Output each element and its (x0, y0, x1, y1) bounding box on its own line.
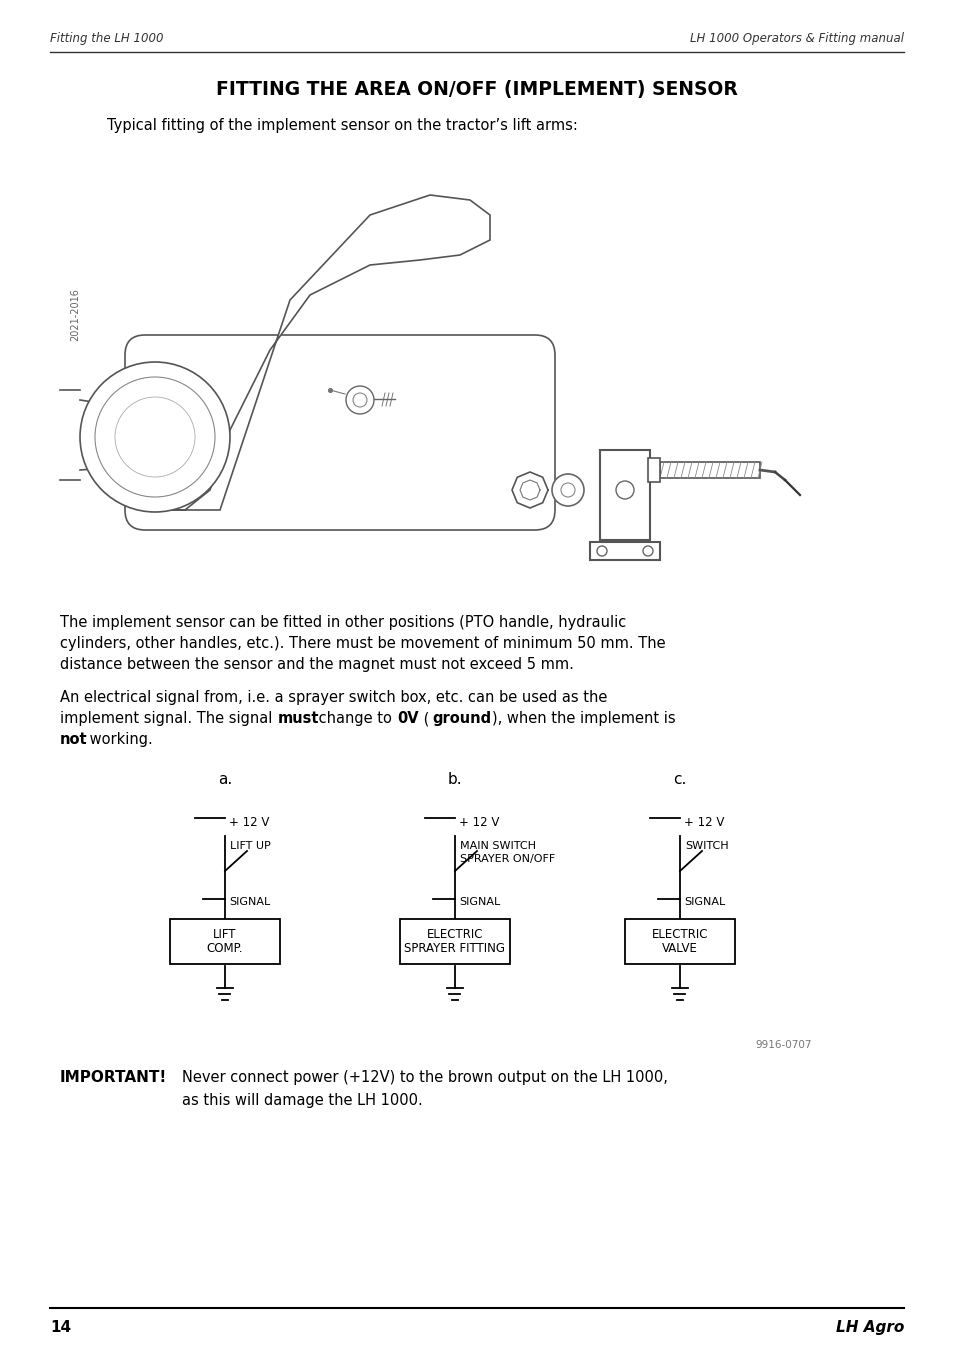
Circle shape (597, 546, 606, 557)
Circle shape (616, 481, 634, 499)
Text: IMPORTANT!: IMPORTANT! (60, 1070, 167, 1085)
Text: as this will damage the LH 1000.: as this will damage the LH 1000. (182, 1093, 422, 1108)
Bar (659, 462, 760, 478)
Circle shape (552, 474, 583, 507)
Text: Typical fitting of the implement sensor on the tractor’s lift arms:: Typical fitting of the implement sensor … (107, 118, 578, 132)
Text: + 12 V: + 12 V (229, 816, 269, 830)
Circle shape (642, 546, 652, 557)
Text: + 12 V: + 12 V (458, 816, 498, 830)
Text: + 12 V: + 12 V (683, 816, 723, 830)
Text: (: ( (418, 711, 429, 725)
Text: not: not (60, 732, 88, 747)
Circle shape (353, 393, 367, 407)
Text: FITTING THE AREA ON/OFF (IMPLEMENT) SENSOR: FITTING THE AREA ON/OFF (IMPLEMENT) SENS… (215, 80, 738, 99)
Circle shape (346, 386, 374, 413)
Bar (647, 458, 659, 482)
Text: LH 1000 Operators & Fitting manual: LH 1000 Operators & Fitting manual (689, 32, 903, 45)
Text: ELECTRIC: ELECTRIC (426, 928, 483, 942)
Text: cylinders, other handles, etc.). There must be movement of minimum 50 mm. The: cylinders, other handles, etc.). There m… (60, 636, 665, 651)
Text: SIGNAL: SIGNAL (229, 897, 270, 907)
Bar (599, 450, 649, 540)
Text: ELECTRIC: ELECTRIC (651, 928, 707, 942)
Text: 14: 14 (50, 1320, 71, 1335)
Circle shape (115, 397, 194, 477)
Circle shape (95, 377, 214, 497)
Text: SPRAYER FITTING: SPRAYER FITTING (404, 943, 505, 955)
Text: LIFT UP: LIFT UP (230, 842, 271, 851)
Text: Never connect power (+12V) to the brown output on the LH 1000,: Never connect power (+12V) to the brown … (182, 1070, 667, 1085)
Text: SWITCH: SWITCH (684, 842, 728, 851)
Bar (170, 919, 280, 965)
Text: ), when the implement is: ), when the implement is (492, 711, 675, 725)
Text: 0V: 0V (396, 711, 418, 725)
Text: 2021-2016: 2021-2016 (70, 289, 80, 342)
Text: b.: b. (447, 771, 462, 788)
Text: LIFT: LIFT (213, 928, 236, 942)
Bar (399, 919, 510, 965)
Text: VALVE: VALVE (661, 943, 698, 955)
Text: An electrical signal from, i.e. a sprayer switch box, etc. can be used as the: An electrical signal from, i.e. a spraye… (60, 690, 607, 705)
Text: LH Agro: LH Agro (835, 1320, 903, 1335)
Text: SIGNAL: SIGNAL (458, 897, 499, 907)
Bar (589, 542, 659, 561)
Text: implement signal. The signal: implement signal. The signal (60, 711, 276, 725)
Text: COMP.: COMP. (207, 943, 243, 955)
PathPatch shape (165, 195, 490, 509)
Text: a.: a. (217, 771, 232, 788)
Text: MAIN SWITCH: MAIN SWITCH (459, 842, 536, 851)
Text: Fitting the LH 1000: Fitting the LH 1000 (50, 32, 163, 45)
Text: 9916-0707: 9916-0707 (754, 1040, 811, 1050)
Text: c.: c. (673, 771, 686, 788)
Text: working.: working. (85, 732, 152, 747)
Circle shape (80, 362, 230, 512)
Text: The implement sensor can be fitted in other positions (PTO handle, hydraulic: The implement sensor can be fitted in ot… (60, 615, 625, 630)
Text: must: must (277, 711, 319, 725)
Text: ground: ground (432, 711, 491, 725)
Text: distance between the sensor and the magnet must not exceed 5 mm.: distance between the sensor and the magn… (60, 657, 574, 671)
Text: SIGNAL: SIGNAL (683, 897, 724, 907)
Text: SPRAYER ON/OFF: SPRAYER ON/OFF (459, 854, 555, 865)
Text: change to: change to (314, 711, 396, 725)
Bar (624, 919, 734, 965)
FancyBboxPatch shape (125, 335, 555, 530)
Circle shape (560, 484, 575, 497)
